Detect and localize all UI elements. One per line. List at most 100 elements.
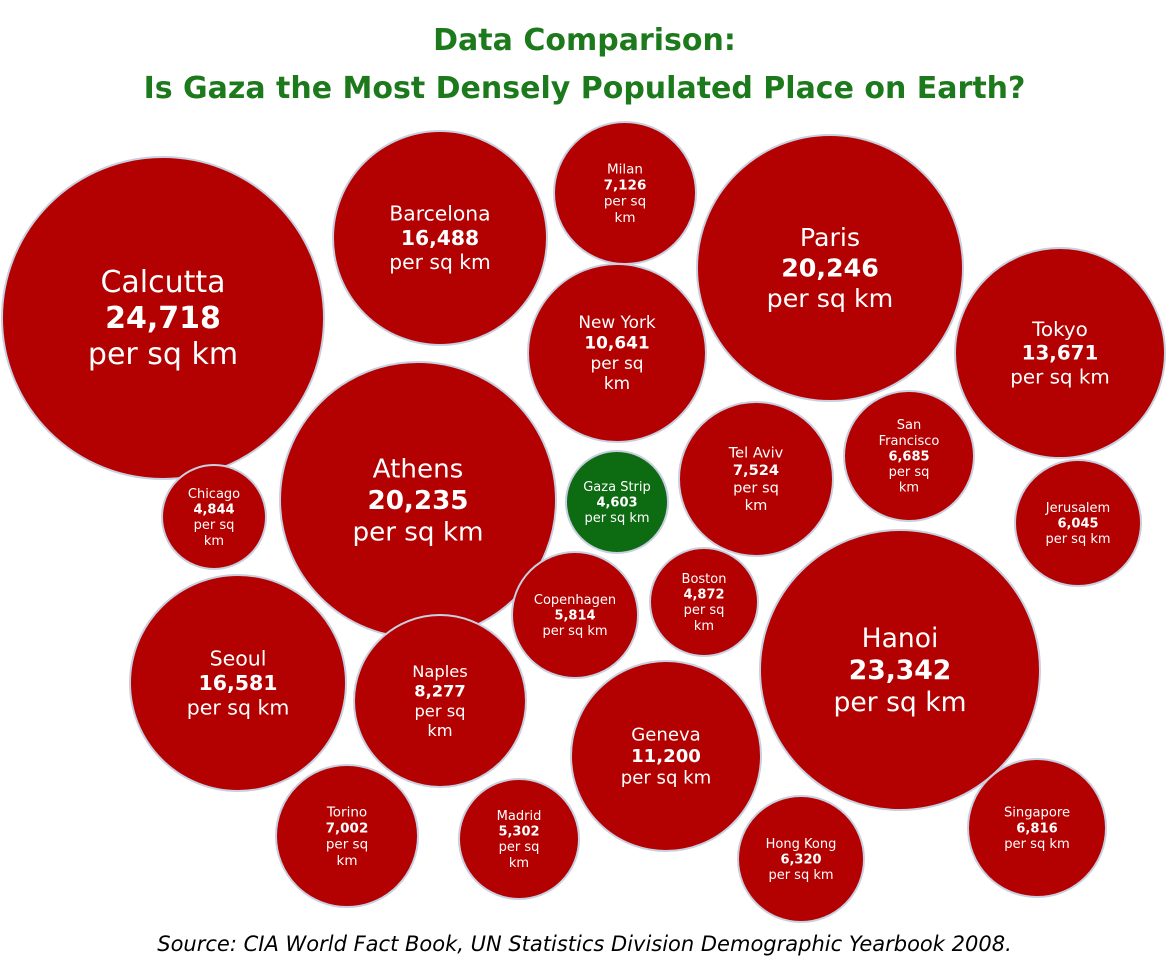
bubble-unit-label-gaza-strip-2: per sq km — [584, 511, 649, 526]
bubble-unit-label-tokyo-2: per sq km — [1010, 366, 1110, 389]
bubble-value-label-chicago: 4,844 — [193, 503, 234, 518]
bubble-unit-label-calcutta-2: per sq km — [88, 337, 238, 372]
bubble-unit-label-copenhagen-2: per sq km — [542, 624, 607, 639]
bubble-unit-label-boston-3: km — [694, 619, 714, 634]
bubble-value-label-gaza-strip: 4,603 — [596, 495, 637, 510]
bubble-unit-label-new-york-3: km — [604, 373, 630, 393]
bubble-unit-label-naples-3: km — [427, 721, 452, 740]
bubble-circle-tokyo — [954, 247, 1166, 459]
bubble-circle-jerusalem — [1014, 459, 1142, 587]
bubble-circle-chicago — [161, 464, 267, 570]
bubble-unit-label-geneva-2: per sq km — [621, 768, 712, 789]
bubble-name-label-new-york-0: New York — [578, 312, 656, 332]
bubble-name-label-hong-kong-0: Hong Kong — [766, 837, 837, 852]
bubble-name-label-hanoi-0: Hanoi — [862, 623, 939, 654]
bubble-name-label-singapore-0: Singapore — [1004, 806, 1070, 821]
bubble-value-label-copenhagen: 5,814 — [554, 608, 595, 623]
bubble-name-label-gaza-strip-0: Gaza Strip — [583, 480, 651, 495]
bubble-circle-barcelona — [332, 130, 548, 346]
bubble-circle-san-francisco — [843, 390, 975, 522]
bubble-name-label-calcutta-0: Calcutta — [100, 265, 225, 300]
bubble-value-label-geneva: 11,200 — [631, 746, 701, 767]
bubble-value-label-athens: 20,235 — [367, 486, 468, 516]
bubble-name-label-milan-0: Milan — [607, 161, 643, 177]
bubble-circle-tel-aviv — [678, 401, 834, 557]
bubble-circle-boston — [649, 547, 759, 657]
bubble-unit-label-torino-3: km — [337, 853, 358, 869]
bubble-name-label-geneva-0: Geneva — [631, 724, 701, 745]
bubble-circle-hanoi — [759, 529, 1041, 811]
bubble-unit-label-hanoi-2: per sq km — [833, 687, 966, 718]
chart-title: Data Comparison: — [433, 23, 736, 58]
bubble-value-label-milan: 7,126 — [604, 177, 647, 193]
bubble-circle-copenhagen — [511, 551, 639, 679]
chart-subtitle: Is Gaza the Most Densely Populated Place… — [143, 71, 1026, 106]
bubble-name-label-tel-aviv-0: Tel Aviv — [728, 445, 784, 462]
bubble-circle-torino — [275, 764, 419, 908]
bubble-value-label-naples: 8,277 — [414, 682, 466, 701]
bubble-name-label-barcelona-0: Barcelona — [389, 201, 490, 225]
bubble-value-label-jerusalem: 6,045 — [1057, 516, 1098, 531]
bubble-unit-label-paris-2: per sq km — [767, 284, 894, 313]
bubble-unit-label-naples-2: per sq — [414, 701, 465, 720]
bubble-value-label-torino: 7,002 — [326, 820, 369, 836]
bubble-unit-label-torino-2: per sq — [326, 837, 368, 853]
bubble-name-label-san-francisco-0: San — [897, 418, 921, 433]
bubble-value-label-calcutta: 24,718 — [105, 301, 221, 336]
bubble-circle-new-york — [527, 263, 707, 443]
bubble-unit-label-athens-2: per sq km — [352, 517, 483, 547]
bubble-circle-geneva — [570, 660, 762, 852]
bubble-value-label-barcelona: 16,488 — [401, 226, 479, 250]
bubble-name-label-torino-0: Torino — [326, 804, 367, 820]
bubble-name-label-seoul-0: Seoul — [210, 646, 267, 670]
bubble-circle-singapore — [967, 758, 1107, 898]
bubble-unit-label-boston-2: per sq — [684, 603, 725, 618]
bubble-name-label-jerusalem-0: Jerusalem — [1045, 501, 1110, 516]
source-note: Source: CIA World Fact Book, UN Statisti… — [157, 932, 1012, 956]
bubble-unit-label-tel-aviv-3: km — [745, 497, 768, 514]
bubble-unit-label-hong-kong-2: per sq km — [768, 868, 833, 883]
bubble-circle-madrid — [458, 778, 580, 900]
bubble-name-label-copenhagen-0: Copenhagen — [534, 593, 616, 608]
bubble-unit-label-san-francisco-4: km — [899, 481, 919, 496]
bubble-name-label-san-francisco-1: Francisco — [879, 434, 940, 449]
bubble-unit-label-chicago-2: per sq — [194, 518, 235, 533]
bubble-value-label-paris: 20,246 — [781, 254, 879, 283]
bubble-unit-label-madrid-2: per sq — [499, 840, 540, 855]
bubble-value-label-tel-aviv: 7,524 — [733, 462, 779, 479]
bubble-name-label-naples-0: Naples — [412, 662, 468, 681]
bubble-value-label-hong-kong: 6,320 — [780, 852, 821, 867]
bubble-value-label-seoul: 16,581 — [198, 671, 277, 695]
bubble-value-label-boston: 4,872 — [683, 588, 724, 603]
bubble-name-label-athens-0: Athens — [373, 454, 464, 484]
bubble-unit-label-barcelona-2: per sq km — [389, 250, 491, 274]
bubble-value-label-new-york: 10,641 — [584, 333, 649, 353]
bubble-circle-seoul — [129, 574, 347, 792]
bubble-name-label-tokyo-0: Tokyo — [1031, 318, 1088, 341]
bubble-circle-paris — [696, 134, 964, 402]
bubble-value-label-hanoi: 23,342 — [849, 655, 952, 686]
bubble-name-label-boston-0: Boston — [682, 572, 727, 587]
bubble-value-label-san-francisco: 6,685 — [888, 449, 929, 464]
bubble-circle-hong-kong — [737, 795, 865, 923]
